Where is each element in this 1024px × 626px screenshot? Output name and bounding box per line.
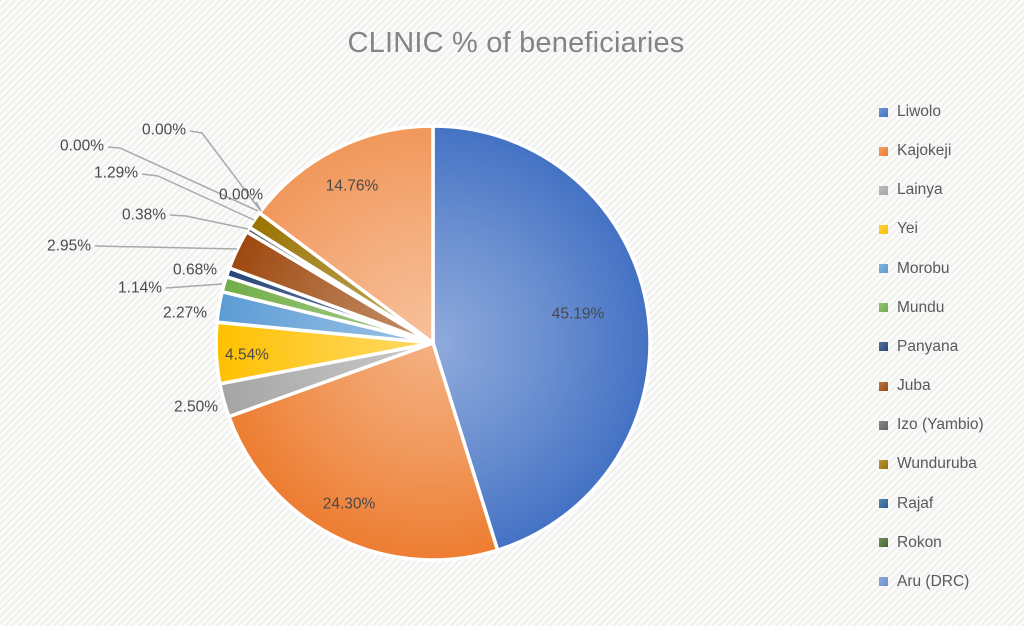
data-label: 0.00% bbox=[142, 122, 186, 139]
pie-slice-unlabeled bbox=[257, 124, 435, 345]
data-label: 2.95% bbox=[47, 238, 91, 255]
data-label: 0.00% bbox=[60, 138, 104, 155]
data-label: 1.29% bbox=[94, 165, 138, 182]
leader-line bbox=[94, 245, 238, 250]
data-label: 45.19% bbox=[552, 306, 605, 323]
data-label: 0.68% bbox=[173, 262, 217, 279]
pie-slice-kajokeji bbox=[227, 341, 500, 562]
leader-line bbox=[141, 173, 255, 221]
data-label: 2.27% bbox=[163, 305, 207, 322]
data-label: 1.14% bbox=[118, 280, 162, 297]
leader-line bbox=[169, 214, 249, 230]
data-label: 4.54% bbox=[225, 347, 269, 364]
leader-line bbox=[107, 146, 259, 212]
data-label: 0.38% bbox=[122, 207, 166, 224]
leader-line bbox=[189, 130, 261, 211]
data-label: 0.00% bbox=[219, 187, 263, 204]
data-label: 14.76% bbox=[326, 178, 379, 195]
chart-title: CLINIC % of beneficiaries bbox=[347, 27, 685, 59]
pie-slice-liwolo bbox=[431, 124, 652, 552]
data-label: 24.30% bbox=[323, 496, 376, 513]
data-label: 2.50% bbox=[174, 399, 218, 416]
leader-line bbox=[165, 283, 223, 289]
